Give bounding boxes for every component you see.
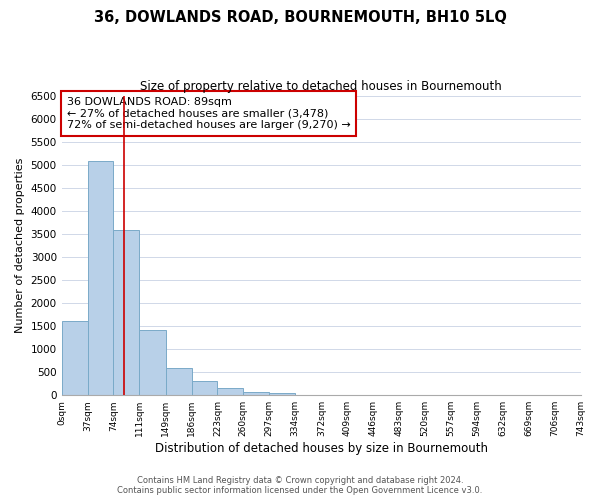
Bar xyxy=(88,161,113,395)
Title: Size of property relative to detached houses in Bournemouth: Size of property relative to detached ho… xyxy=(140,80,502,93)
Text: Contains HM Land Registry data © Crown copyright and database right 2024.
Contai: Contains HM Land Registry data © Crown c… xyxy=(118,476,482,495)
Bar xyxy=(191,382,217,395)
X-axis label: Distribution of detached houses by size in Bournemouth: Distribution of detached houses by size … xyxy=(155,442,488,455)
Bar xyxy=(243,392,269,395)
Y-axis label: Number of detached properties: Number of detached properties xyxy=(15,158,25,333)
Bar xyxy=(166,368,191,395)
Text: 36, DOWLANDS ROAD, BOURNEMOUTH, BH10 5LQ: 36, DOWLANDS ROAD, BOURNEMOUTH, BH10 5LQ xyxy=(94,10,506,25)
Bar xyxy=(269,393,295,395)
Bar xyxy=(217,388,243,395)
Bar xyxy=(113,230,139,395)
Bar xyxy=(62,320,88,395)
Text: 36 DOWLANDS ROAD: 89sqm
← 27% of detached houses are smaller (3,478)
72% of semi: 36 DOWLANDS ROAD: 89sqm ← 27% of detache… xyxy=(67,97,350,130)
Bar xyxy=(139,330,166,395)
